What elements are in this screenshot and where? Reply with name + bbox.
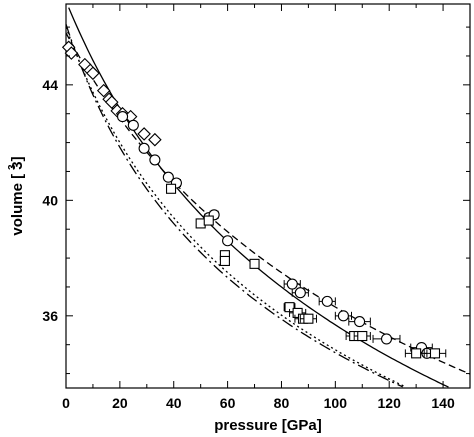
data-point-diamond	[86, 66, 100, 81]
x-tick-label: 0	[62, 395, 70, 411]
data-point-circle	[286, 278, 298, 290]
data-point-diamond	[137, 127, 151, 141]
data-point-square	[357, 330, 368, 342]
x-tick-label: 100	[324, 395, 348, 411]
x-tick-label: 120	[378, 395, 402, 411]
y-tick-label: 44	[42, 77, 58, 93]
y-axis-ticks: 36 40 44	[42, 26, 470, 375]
data-point-square	[219, 255, 230, 267]
fit-curve-dashed	[65, 32, 471, 375]
data-point-diamond	[105, 95, 119, 109]
y-axis-title-superscript: 3	[7, 164, 18, 170]
data-point-square	[203, 215, 214, 226]
x-tick-label: 140	[431, 395, 455, 411]
fit-curve-longdash	[65, 23, 403, 388]
plot-area: 0 20 40 60 80 100 120 140 36 40 44	[42, 3, 471, 411]
x-tick-label: 60	[220, 395, 236, 411]
x-tick-label: 20	[112, 395, 128, 411]
y-tick-label: 40	[42, 192, 58, 208]
data-point-circle	[380, 333, 393, 345]
fit-curve-solid	[68, 7, 449, 388]
data-point-circle	[337, 310, 349, 322]
data-point-square	[249, 258, 260, 269]
fit-curves	[65, 7, 471, 388]
data-point-circle	[294, 287, 306, 299]
data-point-circle	[222, 235, 234, 247]
data-point-circle	[117, 111, 129, 123]
data-point-circle	[149, 154, 161, 166]
data-point-circle	[354, 316, 366, 328]
data-point-circle	[127, 119, 139, 131]
data-point-circle	[138, 142, 150, 154]
data-point-square	[411, 348, 422, 359]
data-markers	[61, 40, 447, 359]
data-point-square	[165, 183, 177, 194]
data-point-circle	[321, 295, 333, 307]
data-point-square	[429, 348, 441, 359]
x-axis-ticks: 0 20 40 60 80 100 120 140	[62, 4, 471, 411]
data-point-square	[292, 307, 303, 318]
data-point-diamond	[148, 132, 162, 147]
data-point-diamond	[96, 83, 111, 98]
x-axis-title: pressure [GPa]	[214, 417, 322, 434]
data-point-square	[303, 313, 314, 324]
x-tick-label: 80	[274, 395, 290, 411]
y-axis-title-group: volume [ 3] 3	[7, 156, 26, 235]
plot-frame	[65, 3, 471, 389]
y-axis-title: volume [ 3]	[9, 156, 26, 235]
data-point-circle	[162, 171, 174, 183]
y-tick-label: 36	[42, 308, 58, 324]
x-tick-label: 40	[166, 395, 182, 411]
fit-curve-dotted	[65, 26, 406, 388]
